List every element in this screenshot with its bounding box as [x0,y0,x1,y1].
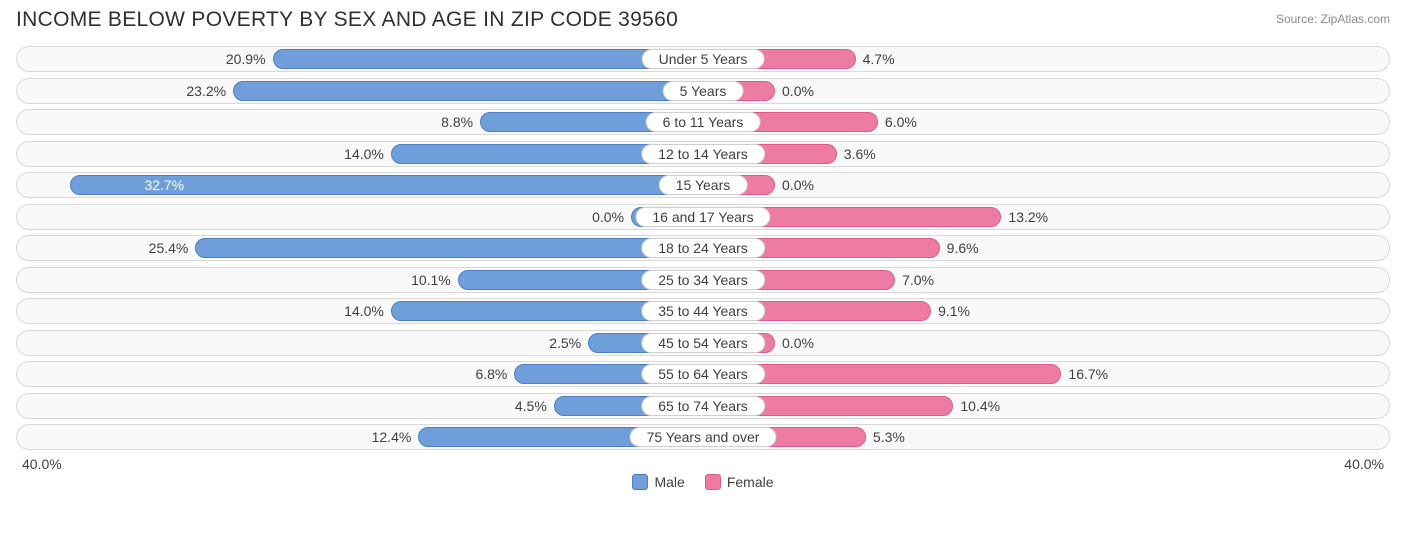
male-value-label: 14.0% [344,142,391,166]
chart-title: INCOME BELOW POVERTY BY SEX AND AGE IN Z… [16,8,678,32]
female-value-label: 3.6% [837,142,876,166]
male-value-label: 14.0% [344,299,391,323]
female-value-label: 7.0% [895,268,934,292]
chart-header: INCOME BELOW POVERTY BY SEX AND AGE IN Z… [16,8,1390,32]
chart-row: 8.8% 6.0% 6 to 11 Years [16,109,1390,135]
category-pill: 5 Years [663,81,744,101]
legend-label-male: Male [654,474,684,490]
chart-row: 2.5% 0.0% 45 to 54 Years [16,330,1390,356]
male-value-label: 20.9% [226,47,273,71]
category-pill: 12 to 14 Years [641,144,765,164]
chart-row: 14.0% 9.1% 35 to 44 Years [16,298,1390,324]
category-pill: 75 Years and over [630,427,777,447]
legend-label-female: Female [727,474,774,490]
female-value-label: 9.6% [940,236,979,260]
axis-max-right: 40.0% [1344,456,1384,472]
chart-row: 10.1% 7.0% 25 to 34 Years [16,267,1390,293]
category-pill: 15 Years [659,175,748,195]
chart-row: 0.0% 13.2% 16 and 17 Years [16,204,1390,230]
category-pill: 16 and 17 Years [635,207,770,227]
chart-source: Source: ZipAtlas.com [1276,12,1390,26]
category-pill: 35 to 44 Years [641,301,765,321]
male-value-label: 12.4% [372,425,419,449]
male-bar [233,81,703,101]
male-value-label: 32.7% [137,173,184,197]
chart-row: 25.4% 9.6% 18 to 24 Years [16,235,1390,261]
female-value-label: 13.2% [1001,205,1048,229]
male-bar [273,49,703,69]
male-swatch [632,474,648,490]
category-pill: 55 to 64 Years [641,364,765,384]
category-pill: 25 to 34 Years [641,270,765,290]
chart-row: 23.2% 0.0% 5 Years [16,78,1390,104]
legend-item-male: Male [632,474,684,490]
male-value-label: 23.2% [186,79,233,103]
male-value-label: 0.0% [592,205,631,229]
male-value-label: 25.4% [149,236,196,260]
category-pill: 45 to 54 Years [641,333,765,353]
female-value-label: 9.1% [931,299,970,323]
male-value-label: 6.8% [475,362,514,386]
chart-legend: Male Female [16,474,1390,490]
category-pill: Under 5 Years [642,49,765,69]
male-value-label: 10.1% [411,268,458,292]
female-value-label: 0.0% [775,331,814,355]
male-value-label: 2.5% [549,331,588,355]
female-value-label: 0.0% [775,79,814,103]
chart-row: 20.9% 4.7% Under 5 Years [16,46,1390,72]
female-swatch [705,474,721,490]
female-value-label: 5.3% [866,425,905,449]
female-value-label: 0.0% [775,173,814,197]
female-value-label: 4.7% [856,47,895,71]
female-value-label: 6.0% [878,110,917,134]
axis-max-left: 40.0% [22,456,62,472]
diverging-bar-chart: 20.9% 4.7% Under 5 Years 23.2% 0.0% 5 Years 8.… [16,46,1390,450]
female-value-label: 16.7% [1061,362,1108,386]
category-pill: 65 to 74 Years [641,396,765,416]
chart-row: 4.5% 10.4% 65 to 74 Years [16,393,1390,419]
chart-row: 14.0% 3.6% 12 to 14 Years [16,141,1390,167]
chart-row: 6.8% 16.7% 55 to 64 Years [16,361,1390,387]
chart-row: 32.7% 0.0% 15 Years [16,172,1390,198]
category-pill: 18 to 24 Years [641,238,765,258]
female-value-label: 10.4% [953,394,1000,418]
category-pill: 6 to 11 Years [646,112,761,132]
male-bar [195,238,703,258]
male-value-label: 8.8% [441,110,480,134]
axis-labels: 40.0% 40.0% [16,456,1390,472]
chart-row: 12.4% 5.3% 75 Years and over [16,424,1390,450]
male-value-label: 4.5% [515,394,554,418]
legend-item-female: Female [705,474,774,490]
